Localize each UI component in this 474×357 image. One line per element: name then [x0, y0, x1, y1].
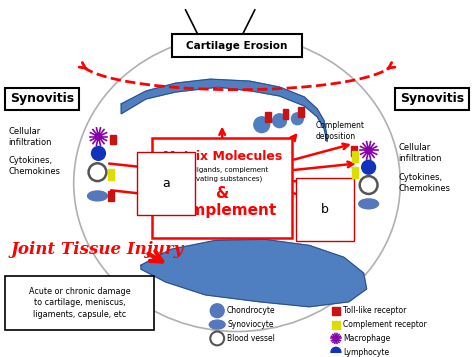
Text: Cellular
infiltration: Cellular infiltration	[9, 126, 52, 147]
Text: Synovitis: Synovitis	[400, 92, 464, 105]
FancyBboxPatch shape	[395, 87, 469, 110]
Text: a: a	[162, 177, 170, 190]
Text: Cytokines,
Chemokines: Cytokines, Chemokines	[9, 156, 60, 176]
Text: Synoviocyte: Synoviocyte	[227, 320, 273, 329]
Text: Cellular
infiltration: Cellular infiltration	[398, 143, 442, 164]
Circle shape	[273, 114, 286, 128]
FancyBboxPatch shape	[172, 34, 302, 57]
Bar	[110, 135, 116, 145]
Text: (TLR ligands, complement: (TLR ligands, complement	[176, 167, 268, 174]
Circle shape	[210, 304, 224, 318]
FancyBboxPatch shape	[152, 137, 292, 238]
Text: Complement
deposition: Complement deposition	[315, 121, 364, 141]
Ellipse shape	[88, 191, 108, 201]
Bar	[109, 191, 114, 201]
Bar	[109, 169, 114, 180]
Bar	[298, 107, 304, 117]
Text: Synovitis: Synovitis	[10, 92, 74, 105]
Circle shape	[331, 347, 341, 357]
FancyBboxPatch shape	[5, 87, 79, 110]
Text: Complement: Complement	[168, 203, 276, 218]
Polygon shape	[121, 79, 327, 141]
FancyBboxPatch shape	[5, 276, 155, 330]
Text: Toll-like receptor: Toll-like receptor	[343, 306, 406, 315]
Circle shape	[91, 146, 105, 160]
Circle shape	[292, 113, 303, 125]
Text: Joint Tissue Injury: Joint Tissue Injury	[10, 241, 183, 258]
Ellipse shape	[210, 320, 225, 329]
Text: Matrix Molecules: Matrix Molecules	[163, 150, 282, 163]
Text: activating substances): activating substances)	[182, 176, 262, 182]
Bar	[332, 307, 340, 315]
Text: Acute or chronic damage
to cartilage, meniscus,
ligaments, capsule, etc: Acute or chronic damage to cartilage, me…	[29, 287, 130, 319]
Bar	[352, 167, 358, 178]
Text: &: &	[216, 186, 229, 201]
Circle shape	[362, 160, 375, 174]
Text: Cytokines,
Chemokines: Cytokines, Chemokines	[398, 173, 450, 193]
Circle shape	[365, 147, 372, 154]
Text: Blood vessel: Blood vessel	[227, 334, 275, 343]
Text: Lymphocyte: Lymphocyte	[343, 348, 389, 357]
Text: b: b	[321, 203, 329, 216]
Bar	[351, 146, 357, 156]
Text: Cartilage Erosion: Cartilage Erosion	[186, 40, 288, 51]
Bar	[332, 321, 340, 328]
Text: Chondrocyte: Chondrocyte	[227, 306, 276, 315]
Text: Complement receptor: Complement receptor	[343, 320, 427, 329]
Polygon shape	[141, 240, 366, 307]
Text: Macrophage: Macrophage	[343, 334, 390, 343]
Bar	[283, 109, 289, 119]
Circle shape	[95, 133, 102, 140]
Bar	[352, 151, 358, 162]
Ellipse shape	[359, 199, 379, 209]
Circle shape	[254, 117, 270, 132]
Circle shape	[334, 337, 338, 340]
Bar	[264, 112, 271, 122]
